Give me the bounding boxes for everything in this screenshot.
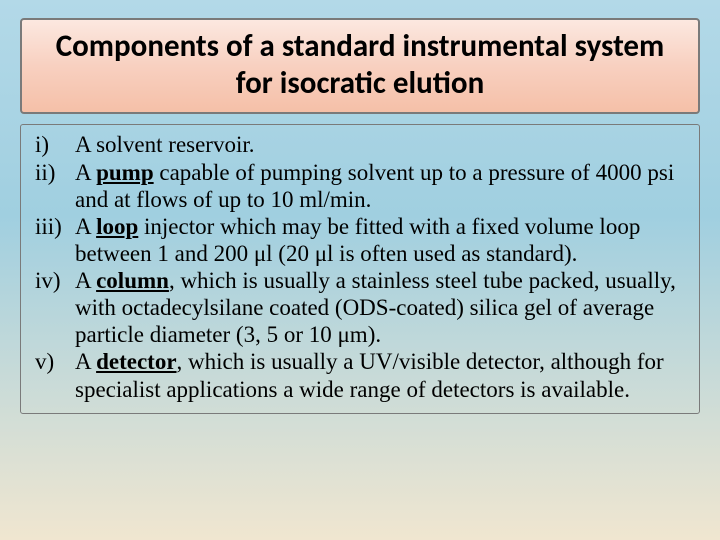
- list-body: A detector, which is usually a UV/visibl…: [75, 348, 685, 402]
- text-prefix: A solvent reservoir.: [75, 132, 255, 157]
- text-prefix: A: [75, 214, 96, 239]
- list-marker: i): [35, 131, 75, 158]
- slide-title: Components of a standard instrumental sy…: [40, 28, 680, 102]
- text-suffix: capable of pumping solvent up to a press…: [75, 160, 674, 212]
- text-suffix: injector which may be fitted with a fixe…: [75, 214, 640, 266]
- keyword: detector: [96, 349, 176, 374]
- list-marker: iv): [35, 267, 75, 348]
- list-item: i) A solvent reservoir.: [35, 131, 685, 158]
- text-prefix: A: [75, 349, 96, 374]
- list-item: v) A detector, which is usually a UV/vis…: [35, 348, 685, 402]
- list-body: A loop injector which may be fitted with…: [75, 213, 685, 267]
- keyword: column: [96, 268, 169, 293]
- text-prefix: A: [75, 268, 96, 293]
- list-item: iv) A column, which is usually a stainle…: [35, 267, 685, 348]
- keyword: loop: [96, 214, 138, 239]
- text-prefix: A: [75, 160, 96, 185]
- list-body: A column, which is usually a stainless s…: [75, 267, 685, 348]
- list-item: iii) A loop injector which may be fitted…: [35, 213, 685, 267]
- list-marker: ii): [35, 159, 75, 213]
- list-marker: v): [35, 348, 75, 402]
- list-body: A pump capable of pumping solvent up to …: [75, 159, 685, 213]
- list-item: ii) A pump capable of pumping solvent up…: [35, 159, 685, 213]
- keyword: pump: [96, 160, 154, 185]
- list-marker: iii): [35, 213, 75, 267]
- ordered-list: i) A solvent reservoir. ii) A pump capab…: [35, 131, 685, 402]
- content-box: i) A solvent reservoir. ii) A pump capab…: [20, 124, 700, 413]
- list-body: A solvent reservoir.: [75, 131, 685, 158]
- title-box: Components of a standard instrumental sy…: [20, 18, 700, 114]
